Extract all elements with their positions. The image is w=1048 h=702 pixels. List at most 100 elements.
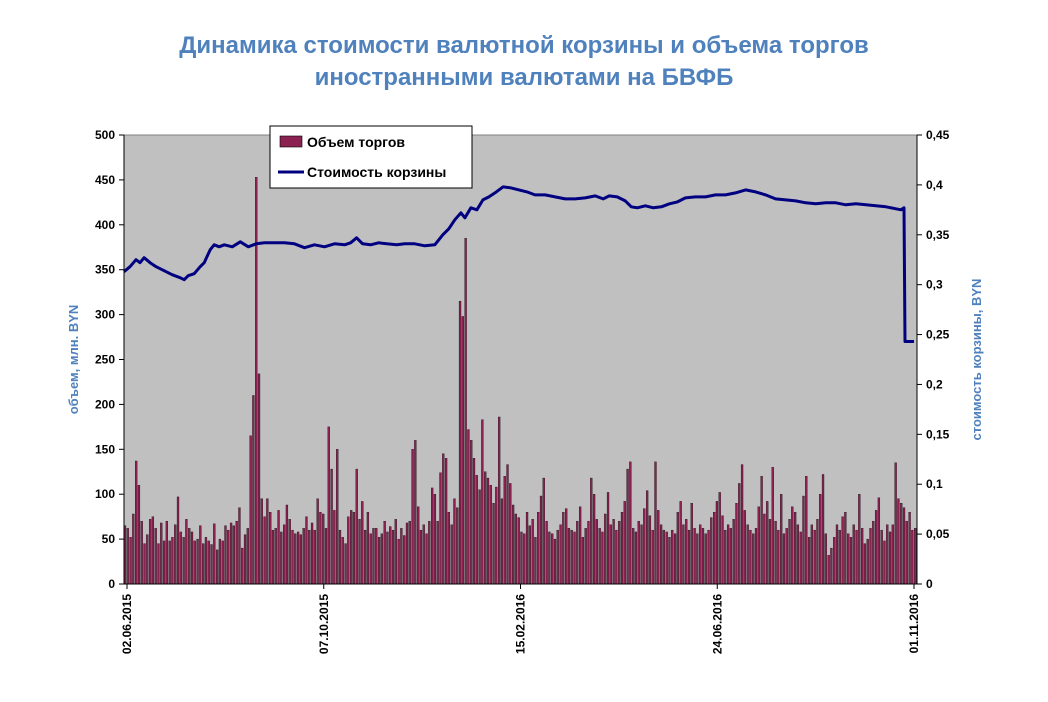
volume-bar <box>559 524 562 585</box>
volume-bar <box>428 520 431 585</box>
volume-bar <box>397 538 400 585</box>
y-right-tick-label: 0,25 <box>926 328 950 342</box>
volume-bar <box>620 512 624 585</box>
volume-bar <box>640 524 643 585</box>
volume-bar <box>509 483 512 585</box>
legend-line-label: Стоимость корзины <box>307 164 446 180</box>
volume-bar <box>746 524 749 585</box>
y-right-tick-label: 0,2 <box>926 377 943 391</box>
volume-bar <box>567 528 571 585</box>
volume-bar <box>400 528 403 585</box>
volume-bar <box>514 513 518 585</box>
volume-bar <box>749 529 752 585</box>
volume-bar <box>486 477 490 585</box>
volume-bar <box>308 529 311 585</box>
volume-bar <box>537 512 540 585</box>
volume-bar <box>517 517 520 585</box>
legend-bar-swatch <box>279 135 303 148</box>
volume-bar <box>539 495 543 585</box>
volume-bar <box>375 528 378 585</box>
volume-bar <box>143 543 146 585</box>
volume-bar <box>528 525 531 585</box>
volume-bar <box>249 435 252 585</box>
volume-bar <box>897 498 900 585</box>
volume-bar <box>377 537 381 585</box>
volume-bar <box>534 537 537 585</box>
volume-bar <box>263 516 266 585</box>
volume-bar <box>813 529 816 585</box>
volume-bar <box>838 529 841 585</box>
volume-bar <box>176 496 180 585</box>
chart-title-line-2: иностранными валютами на БВФБ <box>314 64 734 91</box>
volume-bar <box>581 537 585 585</box>
volume-bar <box>500 498 504 585</box>
volume-bar <box>461 316 464 585</box>
volume-bar <box>417 506 420 585</box>
volume-bar <box>391 529 395 585</box>
volume-bar <box>338 529 342 585</box>
volume-bar <box>129 537 132 585</box>
volume-bar <box>162 540 166 585</box>
x-tick-label: 07.10.2015 <box>317 594 331 654</box>
volume-bar <box>174 524 177 585</box>
volume-bar <box>766 501 769 585</box>
volume-bar <box>623 501 626 585</box>
volume-bar <box>654 461 657 585</box>
volume-bar <box>154 528 157 585</box>
volume-bar <box>450 524 453 585</box>
volume-bar <box>545 520 548 585</box>
volume-bar <box>821 474 825 585</box>
volume-bar <box>257 373 261 585</box>
volume-bar <box>833 537 836 585</box>
volume-bar <box>366 512 370 585</box>
volume-bar <box>754 528 758 585</box>
volume-bar <box>796 524 800 585</box>
volume-bar <box>227 529 230 585</box>
volume-bar <box>283 524 286 585</box>
volume-bar <box>160 522 163 585</box>
volume-bar <box>475 475 478 585</box>
volume-bar <box>157 543 160 585</box>
volume-bar <box>710 517 713 585</box>
volume-bar <box>444 458 448 585</box>
volume-bar <box>168 540 171 585</box>
volume-bar <box>503 476 506 585</box>
volume-bar <box>665 531 668 585</box>
volume-bar <box>844 512 847 585</box>
legend: Объем торгов Стоимость корзины <box>269 125 473 189</box>
volume-bar <box>791 506 794 585</box>
volume-bar <box>573 531 576 585</box>
volume-bar <box>701 528 705 585</box>
volume-bar <box>299 534 303 585</box>
volume-bar <box>140 520 143 585</box>
volume-bar <box>204 537 208 585</box>
volume-bar <box>724 529 727 585</box>
volume-bar <box>498 416 501 585</box>
volume-bar <box>182 537 185 585</box>
volume-bar <box>858 494 861 585</box>
volume-bar <box>609 524 612 585</box>
volume-bar <box>506 464 509 585</box>
volume-bar <box>866 538 869 585</box>
volume-bar <box>352 512 356 585</box>
volume-bar <box>380 533 383 585</box>
volume-bar <box>199 525 202 585</box>
volume-bar <box>531 519 534 585</box>
volume-bar <box>632 528 635 585</box>
volume-bar <box>523 533 526 585</box>
volume-bar <box>252 395 255 585</box>
volume-bar <box>648 515 652 585</box>
volume-bar <box>492 503 495 585</box>
volume-bar <box>358 519 361 585</box>
volume-bar <box>713 512 716 585</box>
y-right-tick-label: 0,45 <box>926 128 950 142</box>
y-left-tick-label: 250 <box>95 353 115 367</box>
y-left-tick-label: 150 <box>95 442 115 456</box>
volume-bar <box>165 520 168 585</box>
volume-bar <box>810 524 813 585</box>
volume-bar <box>411 449 414 585</box>
volume-bar <box>478 489 481 585</box>
volume-bar <box>291 529 294 585</box>
volume-bar <box>548 531 551 585</box>
volume-bar <box>215 549 219 585</box>
